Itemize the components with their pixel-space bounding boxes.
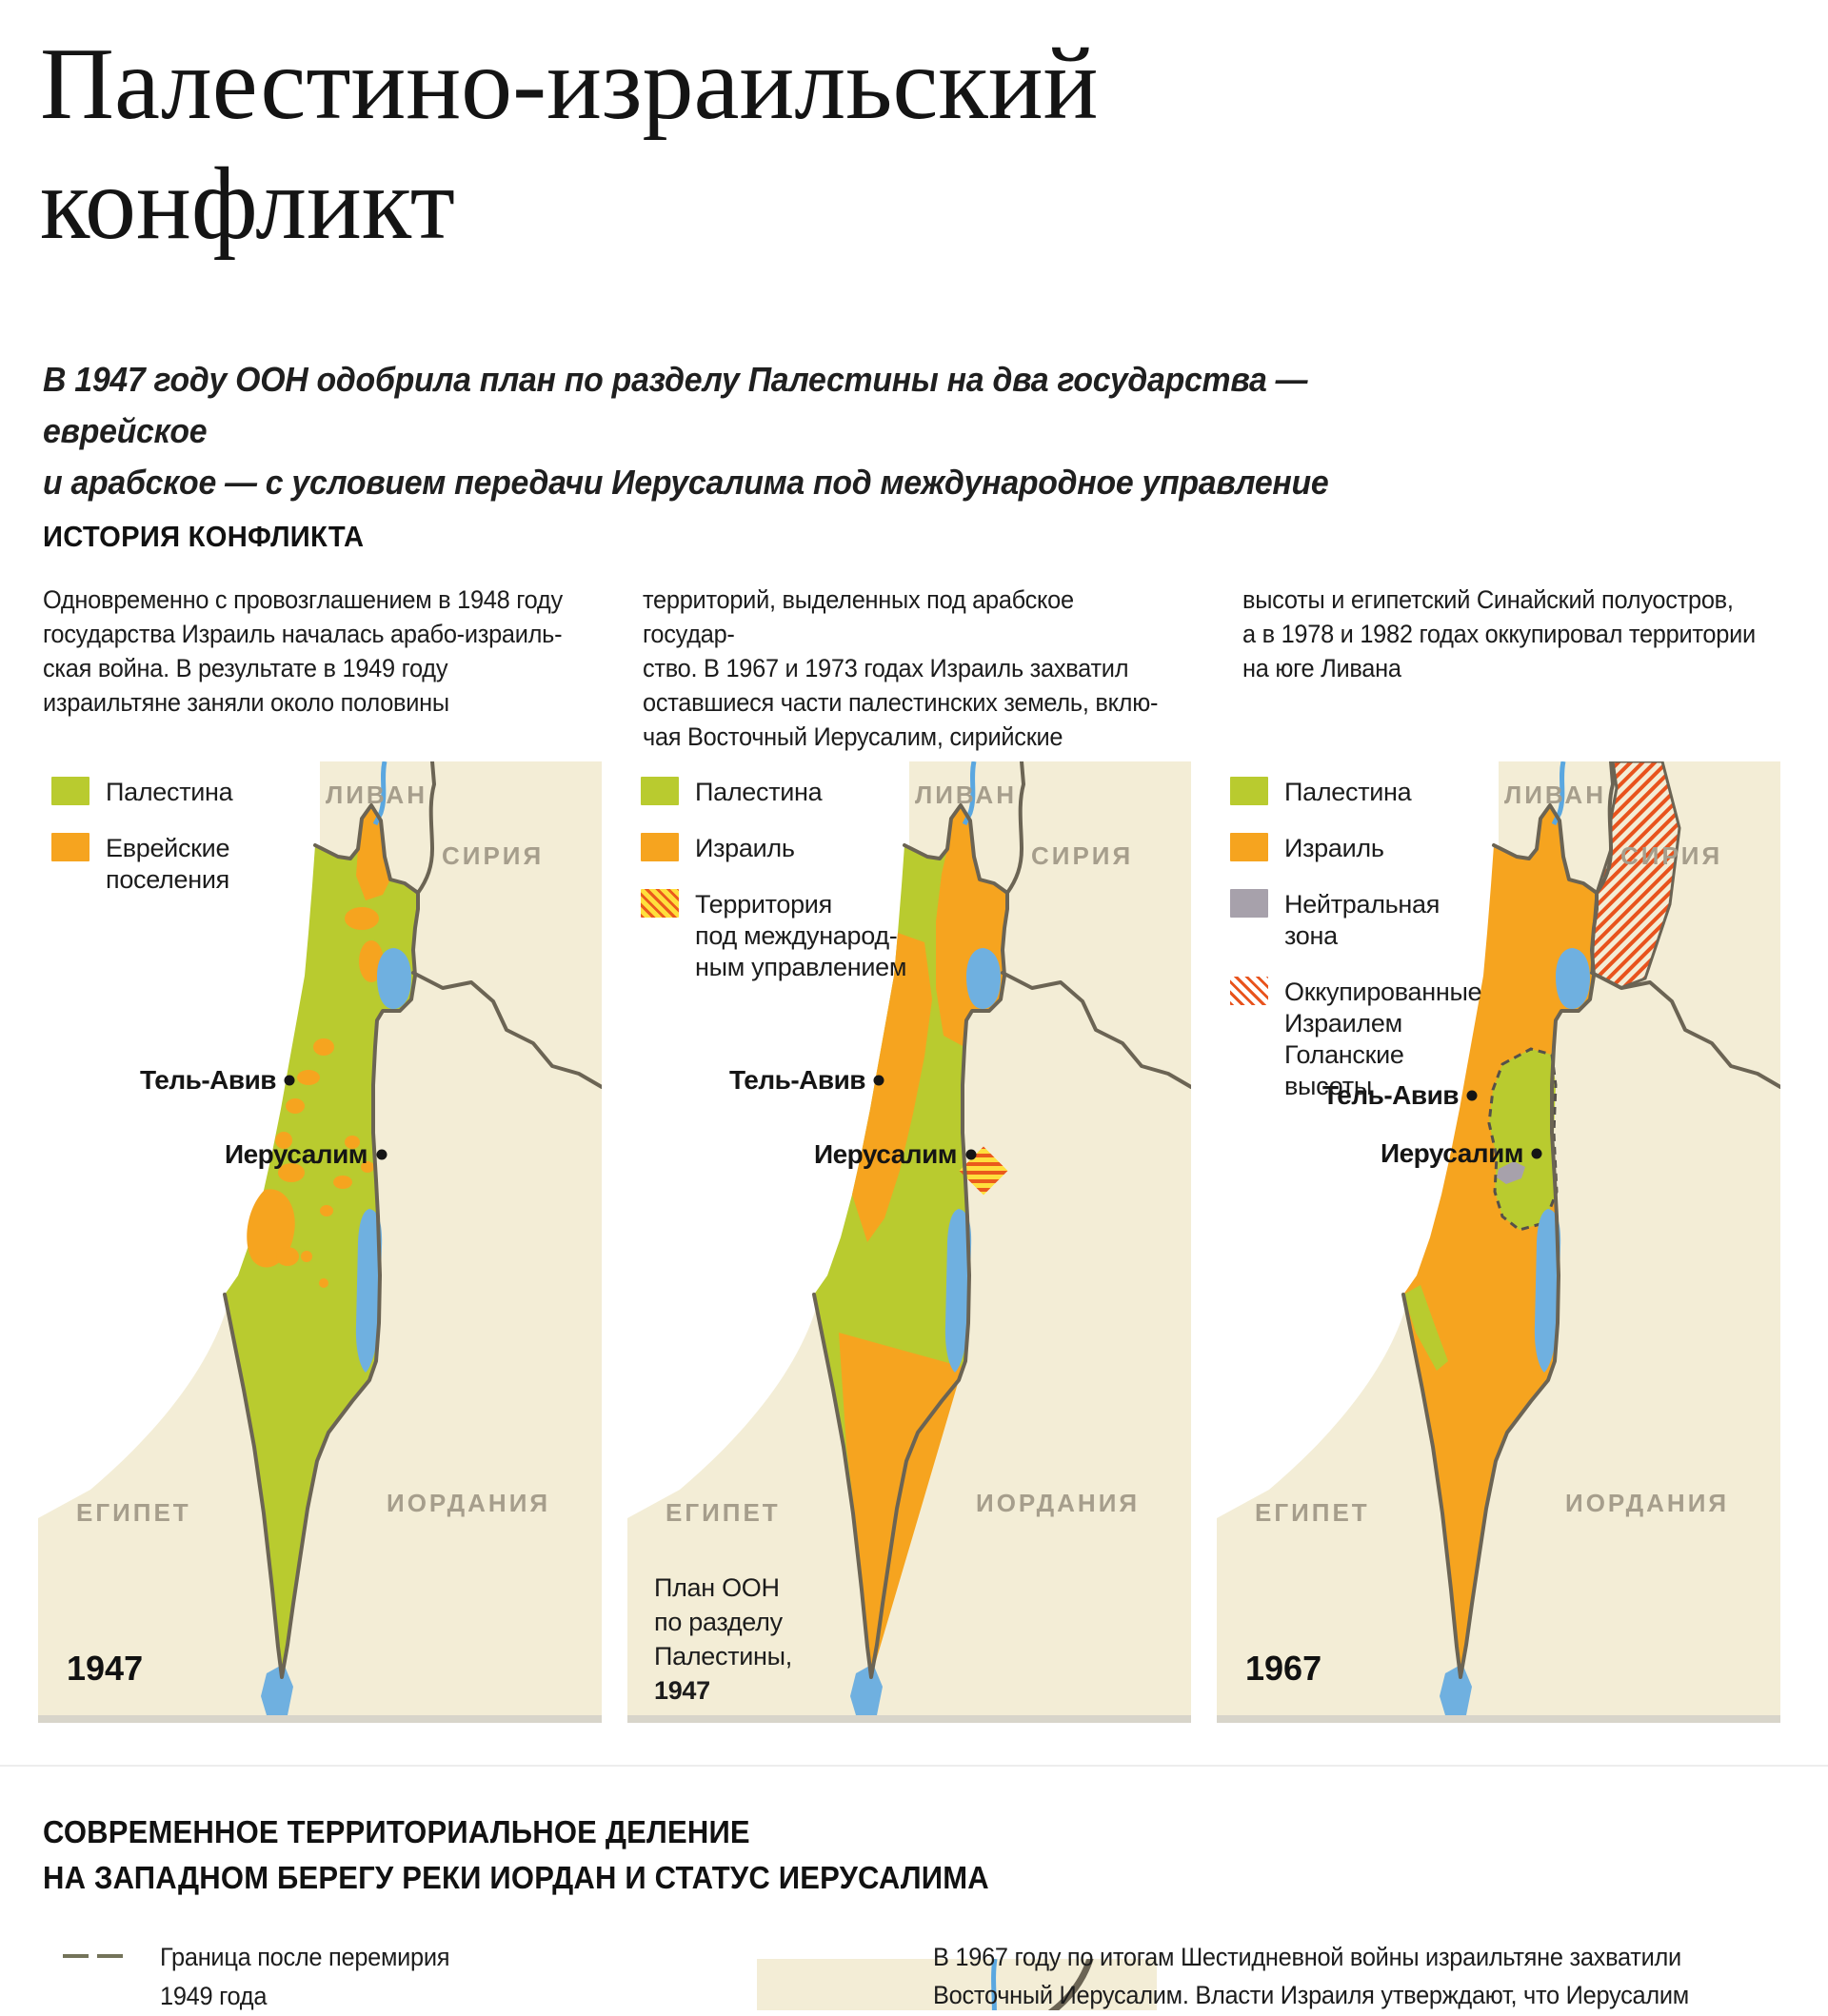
tel-aviv-label: Тель-Авив: [729, 1065, 865, 1095]
maps-row: ЛИВАН СИРИЯ ЕГИПЕТ ИОРДАНИЯ Тель-Авив Ие…: [38, 761, 1780, 1723]
legend-label: Израиль: [695, 834, 795, 862]
israel-swatch: [1230, 833, 1268, 861]
syria-label: СИРИЯ: [442, 841, 544, 870]
map-panel-1967: ЛИВАН СИРИЯ ЕГИПЕТ ИОРДАНИЯ Тель-Авив Ие…: [1217, 761, 1780, 1723]
tel-aviv-label: Тель-Авив: [140, 1065, 276, 1095]
history-column-3: высоты и египетский Синайский полуостров…: [1242, 585, 1756, 682]
legend-item-settlements: Еврейские поселения: [51, 833, 232, 896]
legend-label: Оккупированные Израилем Голанские высоты: [1284, 978, 1482, 1100]
legend-item-occupied-golan: Оккупированные Израилем Голанские высоты: [1230, 977, 1482, 1102]
map-caption-un-plan: План ООН по разделу Палестины, 1947: [654, 1571, 873, 1708]
bottom-paragraph: В 1967 году по итогам Шестидневной войны…: [933, 1943, 1689, 2009]
neutral-zone: [1497, 1161, 1525, 1184]
map-un-plan-svg: ЛИВАН СИРИЯ ЕГИПЕТ ИОРДАНИЯ Тель-Авив Ие…: [627, 761, 1191, 1715]
legend-label: Израиль: [1284, 834, 1384, 862]
map-caption-text: План ООН по разделу Палестины,: [654, 1573, 792, 1670]
egypt-label: ЕГИПЕТ: [1255, 1498, 1370, 1527]
jerusalem-label: Иерусалим: [1381, 1138, 1523, 1168]
jerusalem-dot: [1531, 1148, 1542, 1159]
page-title: Палестино-израильский конфликт: [40, 28, 1099, 262]
jerusalem-dot: [376, 1149, 387, 1160]
legend-item-israel: Израиль: [1230, 833, 1481, 864]
lebanon-label: ЛИВАН: [326, 781, 427, 809]
tel-aviv-label: Тель-Авив: [1322, 1080, 1459, 1110]
map-panel-1947: ЛИВАН СИРИЯ ЕГИПЕТ ИОРДАНИЯ Тель-Авив Ие…: [38, 761, 602, 1723]
syria-label: СИРИЯ: [1031, 841, 1133, 870]
dashed-border-icon: [63, 1954, 131, 2016]
palestine-swatch: [1230, 777, 1268, 805]
legend-label: Палестина: [106, 778, 233, 806]
legend-label: Территория под международ- ным управлени…: [695, 890, 907, 981]
neutral-zone-swatch: [1230, 889, 1268, 918]
map-panel-un-plan: ЛИВАН СИРИЯ ЕГИПЕТ ИОРДАНИЯ Тель-Авив Ие…: [627, 761, 1191, 1723]
egypt-label: ЕГИПЕТ: [76, 1498, 191, 1527]
legend-item-palestine: Палестина: [641, 777, 906, 808]
legend-1947: Палестина Еврейские поселения: [51, 777, 233, 920]
section-divider: [0, 1765, 1828, 1767]
jerusalem-dot: [965, 1149, 977, 1160]
section-heading-history: ИСТОРИЯ КОНФЛИКТА: [43, 520, 365, 553]
jerusalem-label: Иерусалим: [225, 1139, 368, 1169]
jerusalem-mini-map: [757, 1959, 1157, 2010]
map-caption-year: 1947: [654, 1676, 710, 1705]
map-1967-svg: ЛИВАН СИРИЯ ЕГИПЕТ ИОРДАНИЯ Тель-Авив Ие…: [1217, 761, 1780, 1715]
history-column-2: территорий, выделенных под арабское госу…: [643, 585, 1159, 785]
map-1947-svg: ЛИВАН СИРИЯ ЕГИПЕТ ИОРДАНИЯ Тель-Авив Ие…: [38, 761, 602, 1715]
sea-of-galilee: [966, 948, 1001, 1009]
history-column-1: Одновременно с провозглашением в 1948 го…: [43, 585, 563, 717]
section-heading-modern-division: СОВРЕМЕННОЕ ТЕРРИТОРИАЛЬНОЕ ДЕЛЕНИЕ НА З…: [43, 1814, 989, 1895]
legend-un-plan: Палестина Израиль Территория под междуна…: [641, 777, 906, 1008]
tel-aviv-dot: [1466, 1090, 1478, 1101]
palestine-swatch: [51, 777, 89, 805]
border-line: [1047, 1959, 1094, 2010]
legend-item-palestine: Палестина: [51, 777, 233, 808]
armistice-border-label: Граница после перемирия 1949 года: [160, 1943, 450, 2010]
legend-1967: Палестина Израиль Нейтральная зона Оккуп…: [1230, 777, 1482, 1127]
legend-item-neutral-zone: Нейтральная зона: [1230, 889, 1481, 952]
lebanon-label: ЛИВАН: [1504, 781, 1606, 809]
tel-aviv-dot: [873, 1075, 884, 1086]
tel-aviv-dot: [284, 1075, 295, 1086]
legend-label: Еврейские поселения: [106, 834, 230, 894]
jordan-label: ИОРДАНИЯ: [387, 1489, 550, 1517]
armistice-border-legend: Граница после перемирия 1949 года: [63, 1938, 468, 2016]
jordan-label: ИОРДАНИЯ: [976, 1489, 1140, 1517]
sea-of-galilee: [1556, 948, 1590, 1009]
legend-item-israel: Израиль: [641, 833, 906, 864]
legend-label: Палестина: [1284, 778, 1412, 806]
jewish-settlements-blobs: [247, 805, 390, 1288]
page-subtitle: В 1947 году ООН одобрила план по разделу…: [43, 360, 1329, 502]
legend-item-palestine: Палестина: [1230, 777, 1481, 808]
egypt-label: ЕГИПЕТ: [666, 1498, 781, 1527]
settlements-swatch: [51, 833, 89, 861]
history-text-columns: Одновременно с провозглашением в 1948 го…: [43, 583, 1799, 788]
jerusalem-label: Иерусалим: [814, 1139, 957, 1169]
palestine-swatch: [641, 777, 679, 805]
gaza-strip: [1403, 1285, 1448, 1371]
syria-label: СИРИЯ: [1620, 841, 1722, 870]
legend-label: Нейтральная зона: [1284, 890, 1441, 950]
sea-of-galilee: [377, 948, 411, 1009]
lebanon-label: ЛИВАН: [915, 781, 1017, 809]
israel-swatch: [641, 833, 679, 861]
map-year-1967: 1967: [1245, 1649, 1322, 1688]
legend-item-international-zone: Территория под международ- ным управлени…: [641, 889, 906, 983]
international-zone-swatch: [641, 889, 679, 918]
occupied-golan-swatch: [1230, 977, 1268, 1005]
jordan-river: [991, 1959, 998, 2010]
map-year-1947: 1947: [67, 1649, 144, 1688]
jerusalem-mini-map-svg: [757, 1959, 1157, 2010]
legend-label: Палестина: [695, 778, 823, 806]
jordan-label: ИОРДАНИЯ: [1565, 1489, 1729, 1517]
